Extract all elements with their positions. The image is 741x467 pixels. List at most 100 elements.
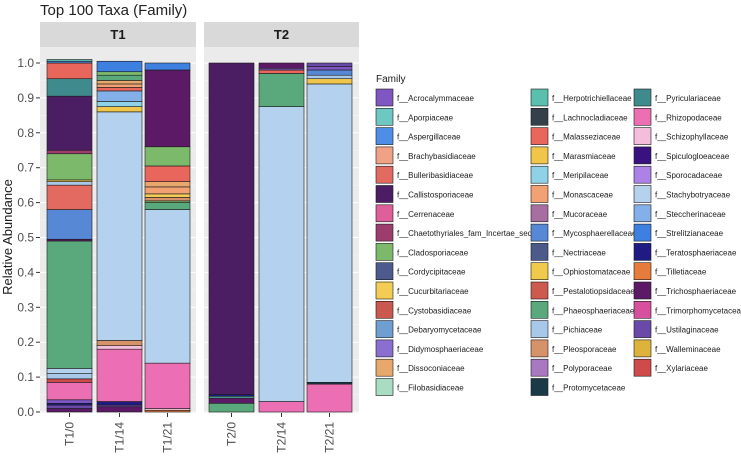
bar-segment xyxy=(306,74,353,80)
bar-segment xyxy=(96,60,143,73)
legend-item: f__Steccherinaceae xyxy=(633,204,726,223)
legend-swatch xyxy=(633,243,652,261)
x-tick-label: T2/0 xyxy=(225,422,239,446)
y-tick-label: 0.9 xyxy=(17,91,34,105)
legend-item: f__Walleminaceae xyxy=(633,339,721,358)
legend-swatch xyxy=(375,339,394,358)
legend-label: f__Callistosporiaceae xyxy=(397,191,474,200)
bar-segment xyxy=(96,106,143,113)
legend-swatch xyxy=(530,185,549,203)
legend-label: f__Rhizopodaceae xyxy=(655,113,722,122)
bar-segment xyxy=(96,111,143,341)
legend-label: f__Cordycipitaceae xyxy=(397,268,466,277)
legend-swatch xyxy=(530,88,549,107)
legend-item: f__Herpotrichiellaceae xyxy=(530,88,632,107)
legend-label: f__Polyporaceae xyxy=(552,364,613,373)
legend-label: f__Meripilaceae xyxy=(552,171,609,180)
legend-item: f__Aspergillaceae xyxy=(375,127,461,145)
legend-item: f__Malasseziaceae xyxy=(530,127,621,145)
legend-item: f__Trichosphaeriaceae xyxy=(633,281,737,300)
legend-label: f__Schizophyllaceae xyxy=(655,133,729,142)
bar-segment xyxy=(144,197,191,202)
bar-segment xyxy=(208,402,255,413)
chart-title: Top 100 Taxa (Family) xyxy=(40,2,187,19)
bar-segment xyxy=(46,378,93,383)
bar-segment xyxy=(144,209,191,364)
bar-segment xyxy=(144,165,191,182)
legend-label: f__Pyriculariaceae xyxy=(655,94,721,103)
legend-swatch xyxy=(375,223,394,242)
legend-swatch xyxy=(633,339,652,358)
legend-label: f__Cerrenaceae xyxy=(397,210,455,219)
legend-item: f__Pyriculariaceae xyxy=(633,88,721,107)
bar-segment xyxy=(144,193,191,198)
legend-swatch xyxy=(530,281,549,300)
legend-label: f__Didymosphaeriaceae xyxy=(397,345,484,354)
legend-item: f__Aporpiaceae xyxy=(375,108,454,126)
bar-segment xyxy=(46,368,93,374)
legend-swatch xyxy=(530,358,549,377)
legend-swatch xyxy=(530,204,549,223)
legend-swatch xyxy=(530,320,549,338)
legend-item: f__Cucurbitariaceae xyxy=(375,281,469,300)
legend-label: f__Cladosporiaceae xyxy=(397,248,469,257)
legend-label: f__Stachybotryaceae xyxy=(655,191,731,200)
legend-label: f__Xylariaceae xyxy=(655,364,708,373)
legend-item: f__Ustilaginaceae xyxy=(633,320,719,338)
legend-label: f__Strelitzianaceae xyxy=(655,229,724,238)
legend-swatch xyxy=(633,108,652,126)
bar-segment xyxy=(144,69,191,148)
legend-label: f__Dissoconiaceae xyxy=(397,364,465,373)
y-tick-label: 1.0 xyxy=(17,56,34,70)
bar-segment xyxy=(96,340,143,346)
bar-segment xyxy=(46,62,93,80)
y-tick-label: 0.5 xyxy=(17,231,34,245)
y-tick-label: 0.6 xyxy=(17,196,34,210)
legend-item: f__Cordycipitaceae xyxy=(375,262,466,281)
bar-segment xyxy=(258,62,305,69)
legend-swatch xyxy=(530,262,549,281)
y-tick-label: 0.7 xyxy=(17,161,34,175)
legend-swatch xyxy=(375,185,394,203)
legend-label: f__Trimorphomycetaceae xyxy=(655,306,741,315)
legend-swatch xyxy=(375,243,394,261)
bar-segment xyxy=(144,202,191,210)
legend-label: f__Lachnocladiaceae xyxy=(552,113,628,122)
legend-label: f__Tilletiaceae xyxy=(655,268,707,277)
x-tick-label: T1/21 xyxy=(161,422,175,453)
legend-item: f__Dissoconiaceae xyxy=(375,358,465,377)
legend-swatch xyxy=(530,339,549,358)
bar-segment xyxy=(46,59,93,62)
bar-segment xyxy=(46,209,93,240)
bar-segment xyxy=(306,62,353,67)
legend-label: f__Teratosphaeriaceae xyxy=(655,248,737,257)
legend-item: f__Sporocadaceae xyxy=(633,165,723,184)
bar-segment xyxy=(258,69,305,74)
bar-segment xyxy=(96,406,143,413)
legend-label: f__Cystobasidiaceae xyxy=(397,306,472,315)
legend-item: f__Ophiostomataceae xyxy=(530,262,631,281)
y-tick-label: 0.2 xyxy=(17,335,34,349)
legend-label: f__Herpotrichiellaceae xyxy=(552,94,632,103)
bar-segment xyxy=(144,146,191,167)
legend-label: f__Brachybasidiaceae xyxy=(397,152,476,161)
bar-segment xyxy=(96,345,143,350)
legend-swatch xyxy=(633,127,652,145)
legend-label: f__Aporpiaceae xyxy=(397,113,454,122)
legend-item: f__Mucoraceae xyxy=(530,204,608,223)
facet-strip-label: T1 xyxy=(110,27,125,42)
legend-item: f__Phaeosphaeriaceae xyxy=(530,300,635,319)
bar-segment xyxy=(208,397,255,404)
legend-label: f__Steccherinaceae xyxy=(655,210,726,219)
legend-item: f__Teratosphaeriaceae xyxy=(633,243,737,261)
legend-swatch xyxy=(375,378,394,396)
y-tick-label: 0.3 xyxy=(17,300,34,314)
legend-swatch xyxy=(530,378,549,396)
legend-label: f__Phaeosphaeriaceae xyxy=(552,306,635,315)
bar-segment xyxy=(258,401,305,413)
bar-stack-T1-0 xyxy=(46,59,93,413)
legend-label: f__Marasmiaceae xyxy=(552,152,616,161)
legend-item: f__Schizophyllaceae xyxy=(633,127,729,145)
legend-item: f__Mycosphaerellaceae xyxy=(530,223,637,242)
